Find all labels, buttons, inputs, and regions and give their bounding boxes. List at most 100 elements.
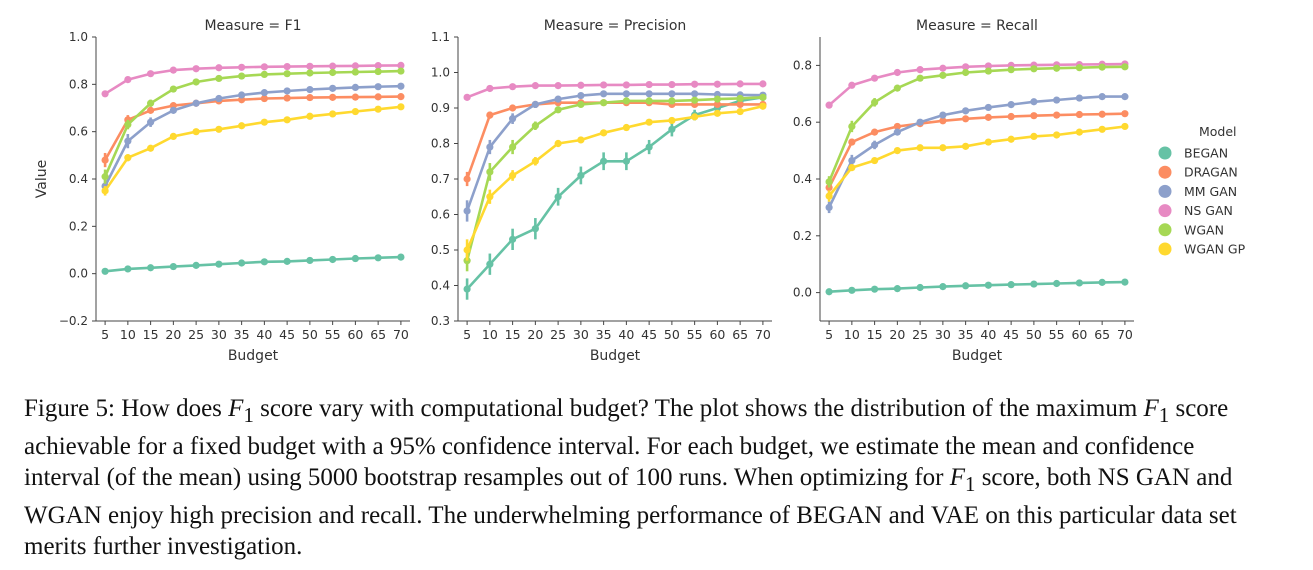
series-line xyxy=(466,96,764,290)
data-point xyxy=(351,93,359,101)
y-tick-label: 0.2 xyxy=(69,219,88,233)
data-point xyxy=(1007,112,1015,121)
data-point xyxy=(486,168,494,176)
series-line xyxy=(104,255,401,273)
data-point xyxy=(486,84,494,93)
series-line xyxy=(103,69,401,178)
data-point xyxy=(374,93,382,101)
data-point xyxy=(1053,131,1061,139)
data-point xyxy=(1030,112,1038,120)
y-tick-label: 0.8 xyxy=(69,77,88,91)
data-point xyxy=(215,94,223,103)
series-dragan xyxy=(825,110,1129,194)
data-point xyxy=(374,67,382,76)
x-tick-label: 50 xyxy=(664,327,680,342)
data-point xyxy=(645,118,653,126)
data-point xyxy=(871,128,879,136)
data-point xyxy=(939,144,947,152)
x-tick-label: 65 xyxy=(732,327,748,342)
data-point xyxy=(397,67,405,75)
data-point xyxy=(1075,64,1083,72)
x-tick-label: 10 xyxy=(120,327,136,342)
series-mm-gan xyxy=(825,93,1129,214)
data-point xyxy=(463,285,471,293)
data-point xyxy=(1053,111,1061,119)
data-point xyxy=(871,285,879,293)
data-point xyxy=(238,259,246,267)
data-point xyxy=(283,62,291,71)
data-point xyxy=(1007,135,1015,143)
x-tick-label: 65 xyxy=(370,327,386,342)
panel-recall: 0.0 0.2 0.4 0.6 0.8 5 10 15 20 25 30 35 40 45 50 55 60 65… xyxy=(793,18,1134,364)
data-point xyxy=(645,143,653,151)
legend-marker xyxy=(1158,146,1172,160)
x-tick-label: 30 xyxy=(935,327,951,342)
y-tick-label: 0.3 xyxy=(431,314,450,328)
x-axis-label: Budget xyxy=(590,348,641,364)
data-point xyxy=(260,258,268,266)
data-point xyxy=(192,65,200,73)
data-point xyxy=(645,97,653,105)
data-point xyxy=(1053,64,1061,72)
x-tick-label: 5 xyxy=(101,327,109,342)
data-point xyxy=(397,103,405,111)
data-point xyxy=(984,62,992,70)
data-point xyxy=(463,93,471,101)
data-point xyxy=(939,64,947,72)
legend-marker xyxy=(1158,204,1172,218)
series-line xyxy=(103,84,401,187)
series-mm-gan xyxy=(101,82,405,194)
caption-label: Figure 5: xyxy=(24,395,115,422)
data-point xyxy=(1121,63,1129,71)
data-point xyxy=(397,82,405,90)
series-line xyxy=(103,95,401,161)
data-point xyxy=(351,62,359,70)
data-point xyxy=(531,122,539,130)
data-point xyxy=(124,120,132,129)
x-tick-label: 20 xyxy=(165,327,181,342)
data-point xyxy=(147,144,155,152)
y-tick-label: 1.1 xyxy=(431,30,450,44)
data-point xyxy=(1121,93,1129,101)
data-point xyxy=(101,173,109,181)
data-point xyxy=(848,122,856,131)
data-point xyxy=(238,122,246,130)
data-point xyxy=(215,74,223,83)
data-point xyxy=(554,193,562,201)
data-point xyxy=(306,85,314,94)
data-point xyxy=(1030,98,1038,106)
data-point xyxy=(329,110,337,118)
y-tick-label: 0.0 xyxy=(69,267,88,281)
x-tick-label: 40 xyxy=(618,327,634,342)
data-point xyxy=(101,156,109,164)
series-line xyxy=(827,95,1125,208)
data-point xyxy=(736,80,744,88)
data-point xyxy=(306,93,314,102)
legend-label: WGAN GP xyxy=(1184,242,1246,257)
data-point xyxy=(916,283,924,292)
legend-label: WGAN xyxy=(1184,222,1224,237)
y-tick-label: 0.8 xyxy=(431,137,450,151)
series-line xyxy=(104,64,401,95)
data-point xyxy=(984,281,992,289)
data-point xyxy=(668,90,676,98)
data-point xyxy=(215,125,223,133)
data-point xyxy=(1075,128,1083,136)
data-point xyxy=(192,78,200,86)
data-point xyxy=(1075,279,1083,287)
data-point xyxy=(691,113,699,121)
data-point xyxy=(192,99,200,107)
data-point xyxy=(1075,110,1083,119)
x-tick-label: 5 xyxy=(463,327,471,342)
y-tick-label: 0.4 xyxy=(69,172,88,186)
x-tick-label: 60 xyxy=(709,327,725,342)
data-point xyxy=(713,95,721,103)
data-point xyxy=(825,192,833,200)
data-point xyxy=(238,72,246,80)
data-point xyxy=(916,144,924,152)
data-point xyxy=(691,96,699,104)
data-point xyxy=(554,106,562,114)
y-tick-label: 0.9 xyxy=(431,101,450,115)
x-tick-label: 25 xyxy=(188,327,204,342)
data-point xyxy=(736,94,744,103)
